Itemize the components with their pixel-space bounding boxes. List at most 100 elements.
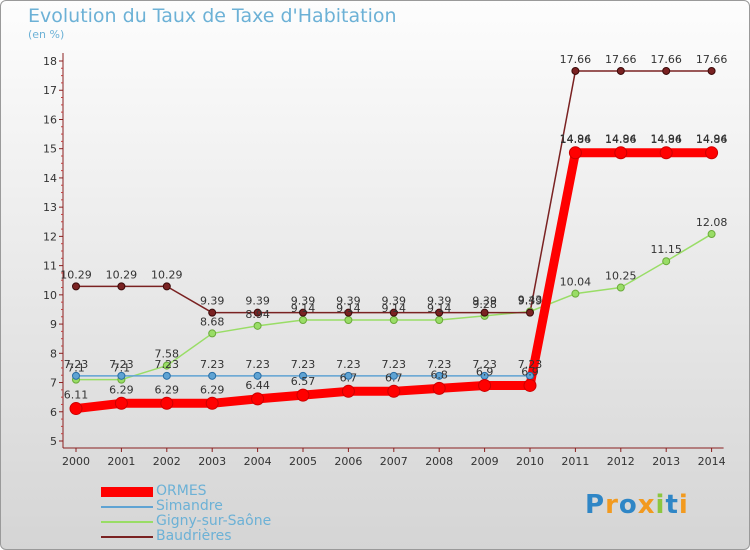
data-label: 7.23 <box>518 358 543 371</box>
data-label: 9.28 <box>472 298 497 311</box>
data-point <box>253 321 262 330</box>
data-point <box>435 371 444 380</box>
data-point <box>205 396 219 410</box>
data-point <box>435 308 444 317</box>
data-label: 6.8 <box>430 368 448 381</box>
data-point <box>296 388 310 402</box>
data-point <box>208 329 217 338</box>
logo-letter: P <box>585 490 606 520</box>
data-label: 17.66 <box>650 53 682 66</box>
data-label: 9.39 <box>427 295 452 308</box>
data-point <box>707 230 716 239</box>
data-point <box>435 315 444 324</box>
x-tick-label: 2014 <box>698 455 726 468</box>
data-label: 14.94 <box>650 132 682 145</box>
y-tick-label: 8 <box>50 347 57 360</box>
y-tick-label: 10 <box>43 289 57 302</box>
logo-letter: r <box>605 490 619 520</box>
data-label: 7.23 <box>472 358 497 371</box>
data-label: 7.1 <box>67 362 85 375</box>
data-label: 6.57 <box>291 375 316 388</box>
data-label: 9.39 <box>518 295 543 308</box>
data-label: 6.7 <box>385 371 403 384</box>
logo-letter: x <box>637 490 656 520</box>
x-tick-label: 2005 <box>289 455 317 468</box>
data-label: 14.86 <box>605 133 637 146</box>
data-label: 10.29 <box>151 268 183 281</box>
data-label: 7.23 <box>64 358 89 371</box>
y-tick-label: 6 <box>50 406 57 419</box>
data-label: 12.08 <box>696 216 728 229</box>
data-label: 9.39 <box>200 295 225 308</box>
data-label: 17.66 <box>696 53 728 66</box>
data-point <box>344 308 353 317</box>
data-label: 7.23 <box>336 358 361 371</box>
data-label: 14.94 <box>696 132 728 145</box>
data-label: 6.9 <box>521 365 539 378</box>
legend-label-simandre: Simandre <box>156 498 223 514</box>
data-point <box>344 371 353 380</box>
x-tick-label: 2007 <box>380 455 408 468</box>
data-point <box>299 308 307 317</box>
y-tick-label: 14 <box>43 172 57 185</box>
data-point <box>72 282 80 291</box>
data-label: 7.23 <box>109 358 134 371</box>
x-tick-label: 2001 <box>107 455 135 468</box>
y-tick-label: 16 <box>43 113 57 126</box>
data-point <box>208 371 217 380</box>
data-label: 6.9 <box>476 365 494 378</box>
data-label: 7.23 <box>382 358 407 371</box>
data-label: 17.66 <box>560 53 592 66</box>
data-label: 7.58 <box>155 348 180 361</box>
data-point <box>480 308 489 317</box>
logo-letter: o <box>618 490 638 520</box>
data-label: 14.94 <box>560 132 592 145</box>
data-point <box>616 283 625 292</box>
logo-letter: t <box>665 490 679 520</box>
chart-title: Evolution du Taux de Taxe d'Habitation <box>28 5 397 27</box>
data-label: 10.25 <box>605 270 637 283</box>
data-point <box>616 66 625 75</box>
data-label: 10.04 <box>560 276 592 289</box>
legend-swatch-simandre <box>101 506 153 508</box>
y-tick-label: 18 <box>43 55 57 68</box>
x-tick-label: 2011 <box>561 455 589 468</box>
data-point <box>389 308 398 317</box>
legend-swatch-baudrieres <box>101 536 153 538</box>
data-point <box>299 371 307 380</box>
data-point <box>387 384 401 398</box>
data-label: 14.86 <box>696 133 728 146</box>
data-point <box>662 66 671 75</box>
data-label: 8.94 <box>245 308 270 321</box>
logo-letter: i <box>655 490 666 520</box>
data-point <box>523 378 537 392</box>
data-label: 10.29 <box>106 268 138 281</box>
data-point <box>568 146 582 160</box>
data-label: 14.94 <box>605 132 637 145</box>
data-point <box>705 146 719 160</box>
data-point <box>478 378 492 392</box>
logo-letter: i <box>678 490 689 520</box>
legend-label-ormes: ORMES <box>156 483 207 499</box>
data-point <box>208 308 217 317</box>
data-point <box>72 371 80 380</box>
y-tick-label: 12 <box>43 230 57 243</box>
y-tick-label: 9 <box>50 318 57 331</box>
data-label: 6.29 <box>109 383 134 396</box>
data-label: 14.86 <box>560 133 592 146</box>
x-tick-label: 2013 <box>652 455 680 468</box>
data-point <box>341 384 355 398</box>
data-label: 9.14 <box>291 302 316 315</box>
x-tick-label: 2006 <box>334 455 362 468</box>
data-point <box>162 361 171 370</box>
data-label: 6.29 <box>155 383 180 396</box>
data-point <box>662 257 671 266</box>
data-label: 9.39 <box>245 295 270 308</box>
y-tick-label: 13 <box>43 201 57 214</box>
data-label: 14.86 <box>650 133 682 146</box>
data-label: 7.23 <box>291 358 316 371</box>
data-label: 10.29 <box>60 268 92 281</box>
data-point <box>160 396 174 410</box>
data-label: 9.39 <box>472 295 497 308</box>
